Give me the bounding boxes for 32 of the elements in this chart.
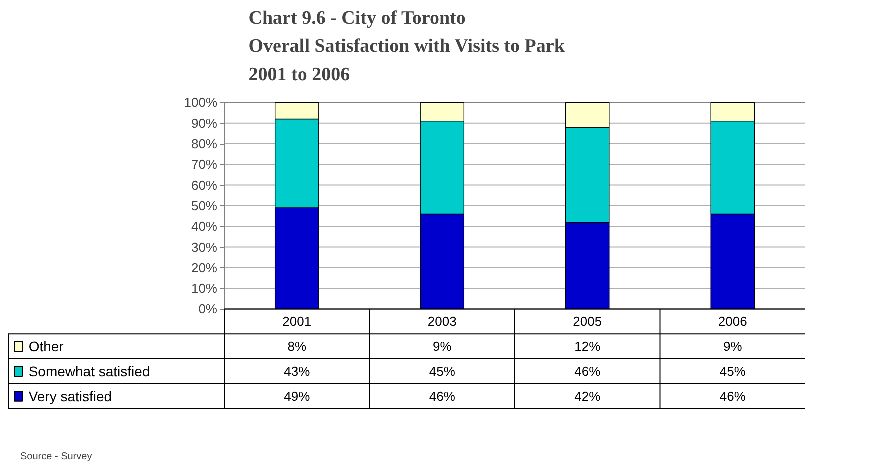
data-label: 9% [432, 339, 452, 354]
data-label: 46% [429, 388, 456, 404]
source-note: Source - Survey [20, 452, 92, 462]
y-tick-label: 10% [191, 281, 218, 296]
y-tick-label: 60% [191, 178, 218, 193]
data-label: 12% [574, 339, 602, 354]
x-tick-label: 2006 [718, 314, 748, 330]
x-tick-label: 2001 [282, 314, 312, 330]
y-tick-label: 90% [191, 116, 218, 131]
y-tick-label: 0% [198, 302, 218, 317]
data-label: 46% [720, 388, 746, 404]
data-label: 45% [720, 364, 746, 380]
legend-label: Somewhat satisfied [28, 364, 150, 380]
chart-title: Chart 9.6 - City of Toronto Overall Satisfaction with Visits to Park 2001 to 2006 [248, 8, 566, 86]
data-label: 8% [288, 339, 307, 354]
y-tick-label: 20% [191, 260, 218, 276]
data-label: 49% [284, 388, 311, 404]
x-tick-label: 2003 [428, 314, 457, 330]
data-label: 43% [284, 364, 311, 380]
y-tick-label: 40% [191, 219, 218, 234]
y-tick-label: 70% [191, 157, 218, 172]
data-label: 46% [574, 364, 602, 380]
data-label: 42% [574, 388, 602, 404]
legend-label: Other [28, 338, 64, 355]
x-tick-label: 2005 [573, 314, 602, 330]
y-tick-label: 100% [184, 95, 218, 110]
legend-label: Very satisfied [28, 388, 112, 404]
y-tick-label: 30% [191, 240, 218, 255]
data-label: 9% [723, 339, 743, 354]
data-label: 45% [429, 364, 456, 380]
y-tick-label: 80% [191, 136, 218, 152]
y-tick-label: 50% [191, 198, 218, 214]
